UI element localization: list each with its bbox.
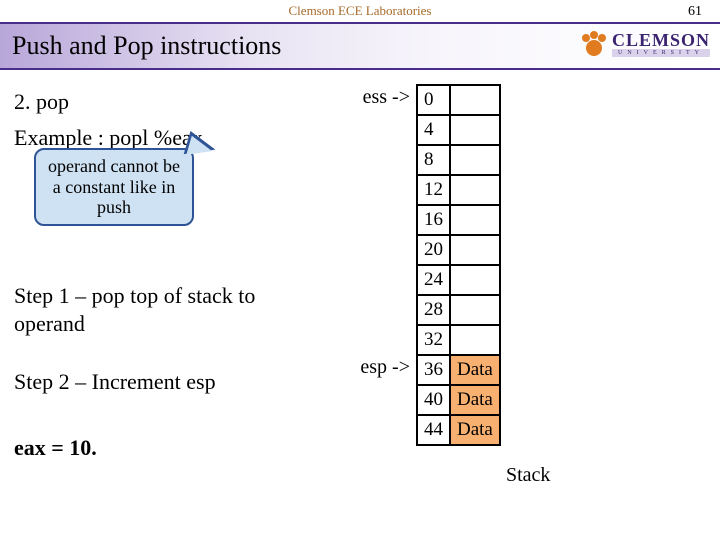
val-cell (450, 295, 500, 325)
val-cell: Data (450, 385, 500, 415)
table-row: 36Data (417, 355, 500, 385)
header-bar: Clemson ECE Laboratories (0, 0, 720, 22)
title-band: Push and Pop instructions CLEMSON UNIVER… (0, 22, 720, 70)
step-2: Step 2 – Increment esp (14, 368, 324, 396)
page-number: 61 (688, 4, 702, 20)
val-cell (450, 115, 500, 145)
table-row: 0 (417, 85, 500, 115)
val-cell (450, 325, 500, 355)
addr-cell: 20 (417, 235, 450, 265)
val-cell (450, 235, 500, 265)
step-1: Step 1 – pop top of stack to operand (14, 282, 324, 337)
addr-cell: 32 (417, 325, 450, 355)
pointer-ess: ess -> (350, 86, 410, 109)
table-row: 44Data (417, 415, 500, 445)
addr-cell: 44 (417, 415, 450, 445)
pointer-esp: esp -> (350, 356, 410, 379)
paw-icon (578, 28, 610, 60)
lab-label: Clemson ECE Laboratories (289, 3, 432, 18)
slide-title: Push and Pop instructions (12, 31, 281, 61)
operand-callout: operand cannot be a constant like in pus… (34, 148, 194, 226)
val-cell (450, 265, 500, 295)
clemson-logo: CLEMSON UNIVERSITY (578, 28, 710, 60)
addr-cell: 0 (417, 85, 450, 115)
val-cell: Data (450, 355, 500, 385)
logo-name: CLEMSON (612, 31, 710, 49)
val-cell (450, 145, 500, 175)
table-row: 12 (417, 175, 500, 205)
heading-line1: 2. pop (14, 88, 374, 116)
table-row: 4 (417, 115, 500, 145)
val-cell (450, 205, 500, 235)
table-row: 28 (417, 295, 500, 325)
addr-cell: 28 (417, 295, 450, 325)
val-cell (450, 175, 500, 205)
addr-cell: 36 (417, 355, 450, 385)
table-row: 20 (417, 235, 500, 265)
stack-label: Stack (506, 464, 550, 487)
stack-table: 0 4 8 12 16 20 24 28 32 36Data 40Data 44… (416, 84, 501, 446)
table-row: 8 (417, 145, 500, 175)
addr-cell: 8 (417, 145, 450, 175)
addr-cell: 24 (417, 265, 450, 295)
result-eax: eax = 10. (14, 434, 324, 462)
callout-wrap: operand cannot be a constant like in pus… (34, 148, 194, 226)
table-row: 16 (417, 205, 500, 235)
logo-subtitle: UNIVERSITY (612, 49, 710, 57)
addr-cell: 4 (417, 115, 450, 145)
val-cell: Data (450, 415, 500, 445)
logo-text: CLEMSON UNIVERSITY (612, 31, 710, 57)
table-row: 24 (417, 265, 500, 295)
addr-cell: 12 (417, 175, 450, 205)
addr-cell: 16 (417, 205, 450, 235)
content-area: 2. pop Example : popl %eax operand canno… (0, 70, 720, 540)
val-cell (450, 85, 500, 115)
table-row: 40Data (417, 385, 500, 415)
table-row: 32 (417, 325, 500, 355)
addr-cell: 40 (417, 385, 450, 415)
